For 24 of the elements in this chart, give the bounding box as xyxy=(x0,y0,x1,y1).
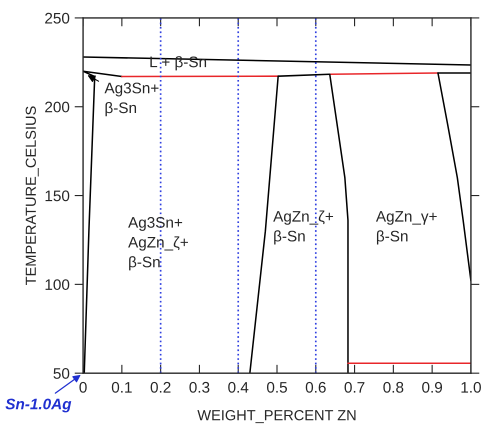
y-tick-label: 100 xyxy=(46,279,70,290)
x-tick-label: 0.4 xyxy=(228,382,248,393)
x-tick-label: 0.5 xyxy=(266,382,287,393)
x-tick-label: 0.6 xyxy=(306,382,326,393)
x-tick-label: 0.9 xyxy=(422,382,442,393)
annotation: Sn-1.0Ag xyxy=(5,398,72,412)
x-tick-label: 0 xyxy=(79,382,87,393)
annotation: L + β-Sn xyxy=(150,56,206,70)
x-tick-label: 0.8 xyxy=(383,382,404,393)
annotation: AgZn_γ+ β-Sn xyxy=(376,211,437,245)
y-tick-label: 50 xyxy=(54,368,70,379)
x-tick-label: 0.1 xyxy=(112,382,132,393)
annotation: AgZn_ζ+ β-Sn xyxy=(273,210,334,245)
x-tick-label: 0.7 xyxy=(344,382,364,393)
y-tick-label: 200 xyxy=(45,102,70,112)
y-tick-label: 250 xyxy=(45,12,70,24)
x-tick-label: 0.3 xyxy=(189,382,210,393)
x-tick-label: 0.2 xyxy=(150,382,170,393)
x-tick-label: 1.0 xyxy=(461,382,481,393)
x-axis-title: WEIGHT_PERCENT ZN xyxy=(197,410,356,424)
y-axis-title: TEMPERATURE_CELSIUS xyxy=(26,106,39,286)
y-tick-label: 150 xyxy=(46,190,70,202)
annotation: Ag3Sn+ β-Sn xyxy=(104,82,158,116)
annotation: Ag3Sn+ AgZn_ζ+ β-Sn xyxy=(128,217,188,270)
